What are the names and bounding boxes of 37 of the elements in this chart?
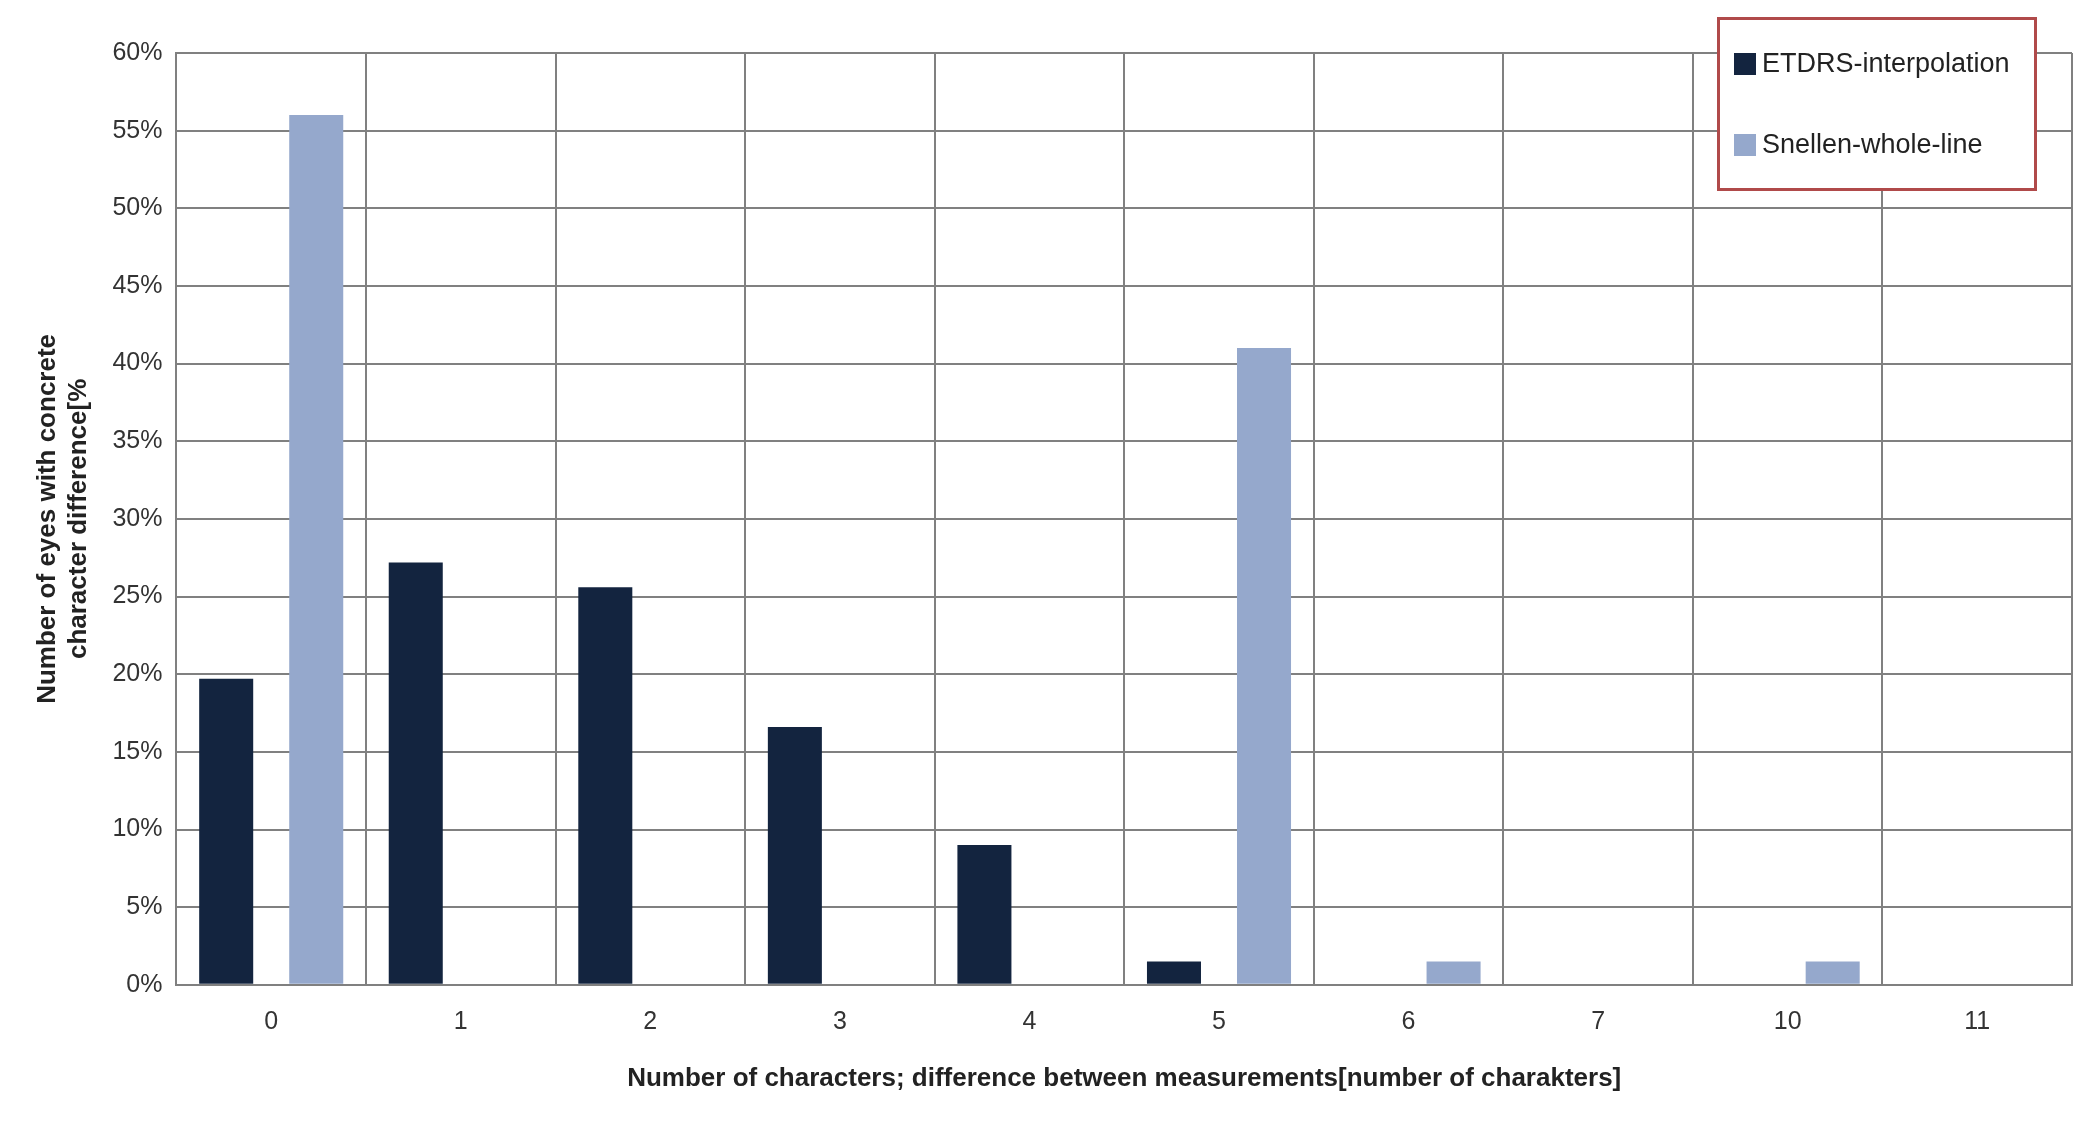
y-tick-label: 35% — [112, 425, 163, 454]
bar — [1146, 961, 1201, 984]
y-tick-label: 0% — [126, 968, 163, 997]
x-tick-label: 6 — [1401, 1005, 1416, 1034]
x-tick-label: 5 — [1212, 1005, 1226, 1034]
bar — [1805, 961, 1860, 984]
y-tick-label: 60% — [112, 36, 163, 65]
x-axis-title: Number of characters; difference between measurements[number of charakters] — [627, 1061, 1622, 1092]
y-tick-label: 45% — [112, 269, 163, 298]
bar — [957, 845, 1012, 984]
x-tick-label: 10 — [1773, 1005, 1802, 1034]
x-tick-label: 1 — [453, 1005, 468, 1034]
y-tick-label: 55% — [112, 114, 163, 143]
y-tick-label: 25% — [112, 580, 163, 609]
y-tick-label: 50% — [112, 192, 163, 221]
x-tick-label: 2 — [643, 1005, 658, 1034]
bar — [289, 115, 344, 984]
bar — [578, 587, 633, 984]
y-tick-label: 5% — [126, 891, 163, 920]
y-tick-label: 40% — [112, 347, 163, 376]
y-tick-label: 15% — [112, 735, 163, 764]
y-tick-label: 20% — [112, 658, 163, 687]
y-axis-title: Number of eyes with concrete character difference[% — [30, 333, 92, 704]
bar — [767, 727, 822, 984]
bar — [199, 678, 254, 984]
legend-label: ETDRS-interpolation — [1762, 48, 2010, 79]
x-tick-label: 11 — [1964, 1005, 1991, 1034]
legend-label: Snellen-whole-line — [1762, 129, 1983, 160]
x-tick-label: 7 — [1591, 1005, 1606, 1034]
x-tick-label: 3 — [832, 1005, 847, 1034]
x-tick-label: 0 — [264, 1005, 279, 1034]
y-tick-label: 10% — [112, 813, 163, 842]
bar — [388, 562, 443, 984]
y-tick-label: 30% — [112, 502, 163, 531]
bar — [1237, 348, 1292, 984]
bar — [1426, 961, 1481, 984]
x-tick-label: 4 — [1022, 1005, 1037, 1034]
